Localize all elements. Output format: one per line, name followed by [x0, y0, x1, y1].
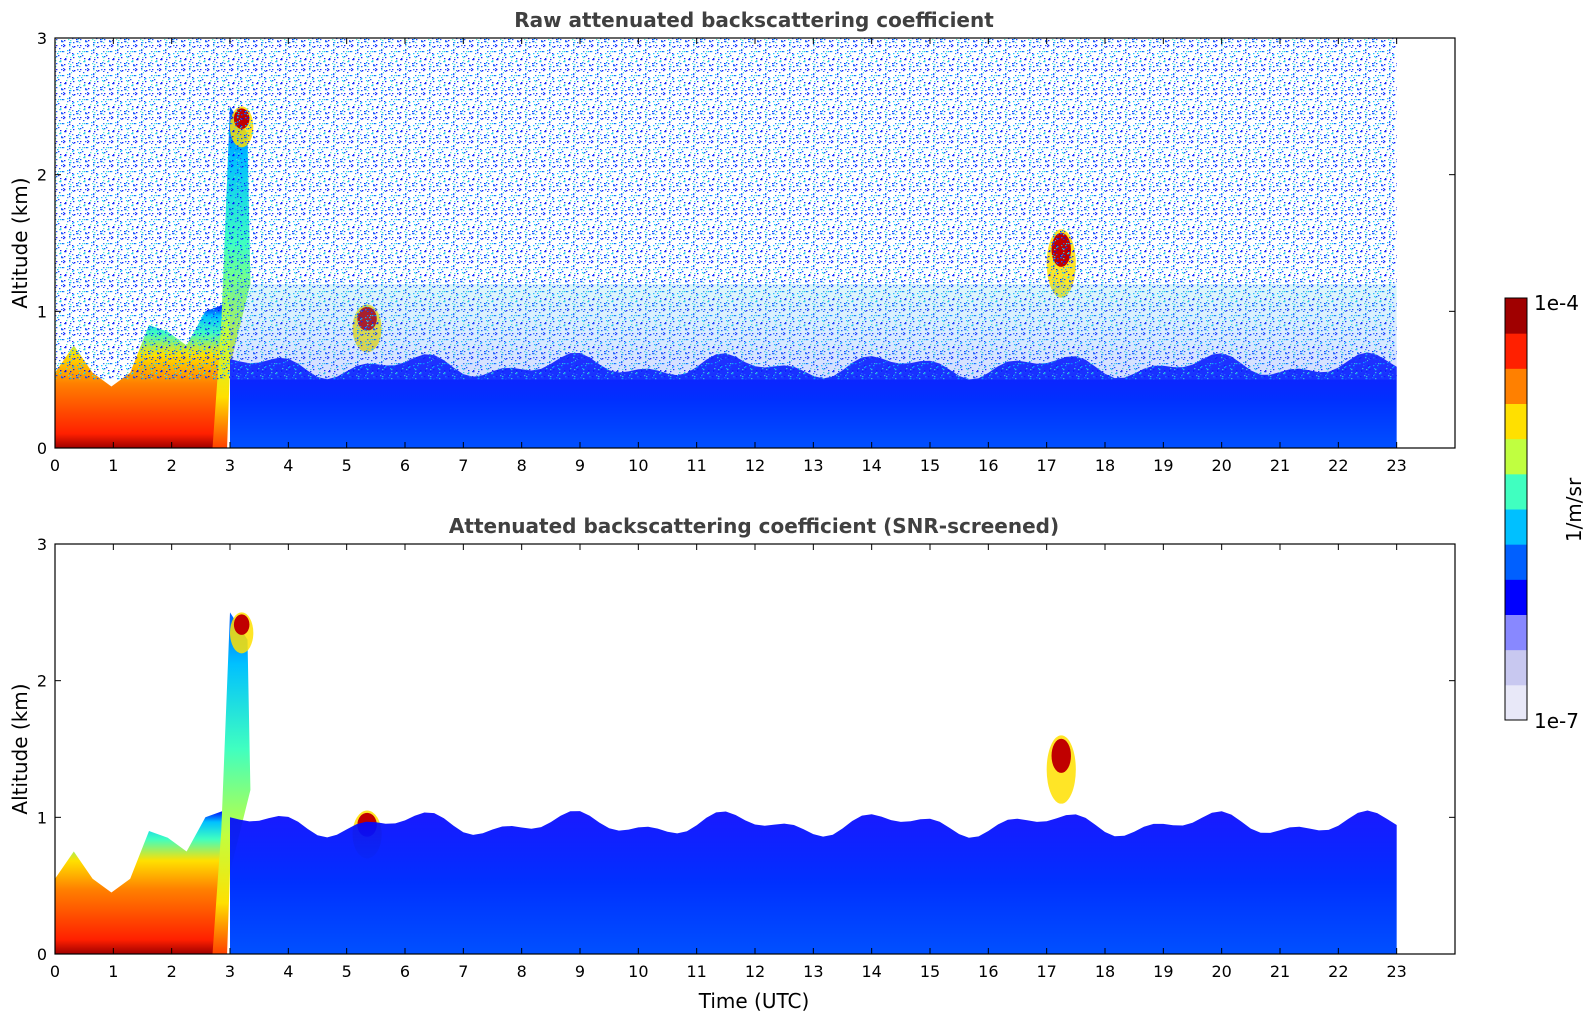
- x-tick-label: 4: [283, 962, 293, 981]
- x-tick-label: 5: [342, 456, 352, 475]
- colorbar-step: [1505, 684, 1527, 721]
- x-tick-label: 1: [108, 456, 118, 475]
- y-tick-label: 1: [37, 302, 47, 321]
- colorbar-step: [1505, 614, 1527, 651]
- x-tick-label: 3: [225, 962, 235, 981]
- x-tick-label: 20: [1211, 456, 1231, 475]
- screened-backscatter-panel: Attenuated backscattering coefficient (S…: [8, 514, 1456, 1013]
- x-tick-label: 9: [575, 962, 585, 981]
- screened-heatmap: [55, 612, 1397, 954]
- raw-backscatter-panel: Raw attenuated backscattering coefficien…: [8, 8, 1456, 475]
- screened-y-axis-label: Altitude (km): [8, 683, 32, 814]
- raw-y-ticks: 0 1 2 3: [37, 29, 1455, 458]
- y-tick-label: 1: [37, 808, 47, 827]
- colorbar-step: [1505, 333, 1527, 369]
- x-tick-label: 18: [1095, 962, 1115, 981]
- x-tick-label: 23: [1386, 962, 1406, 981]
- x-tick-label: 19: [1153, 962, 1173, 981]
- x-tick-label: 16: [978, 456, 998, 475]
- y-tick-label: 2: [37, 672, 47, 691]
- x-tick-label: 20: [1211, 962, 1231, 981]
- raw-panel-title: Raw attenuated backscattering coefficien…: [514, 8, 994, 32]
- x-tick-label: 12: [745, 962, 765, 981]
- x-tick-label: 23: [1386, 456, 1406, 475]
- x-tick-label: 12: [745, 456, 765, 475]
- colorbar: 1e-4 1e-7 1/m/sr: [1504, 291, 1586, 733]
- x-axis-label: Time (UTC): [698, 989, 810, 1013]
- x-tick-label: 22: [1328, 962, 1348, 981]
- x-tick-label: 15: [920, 456, 940, 475]
- raw-heatmap: [55, 38, 1397, 448]
- colorbar-step: [1505, 298, 1527, 334]
- colorbar-min-label: 1e-7: [1534, 709, 1579, 733]
- x-tick-label: 7: [458, 962, 468, 981]
- x-tick-label: 19: [1153, 456, 1173, 475]
- y-tick-label: 2: [37, 166, 47, 185]
- colorbar-scale: [1505, 298, 1527, 721]
- colorbar-frame: [1504, 297, 1528, 721]
- y-tick-label: 3: [37, 535, 47, 554]
- x-tick-label: 0: [50, 456, 60, 475]
- x-tick-label: 13: [803, 456, 823, 475]
- colorbar-max-label: 1e-4: [1534, 291, 1579, 315]
- x-tick-label: 6: [400, 456, 410, 475]
- x-tick-label: 22: [1328, 456, 1348, 475]
- x-tick-label: 0: [50, 962, 60, 981]
- x-tick-label: 14: [861, 456, 881, 475]
- x-tick-label: 18: [1095, 456, 1115, 475]
- x-tick-label: 11: [686, 456, 706, 475]
- colorbar-step: [1505, 649, 1527, 686]
- cloud-core: [233, 614, 250, 635]
- x-tick-label: 21: [1270, 962, 1290, 981]
- x-tick-label: 4: [283, 456, 293, 475]
- screened-x-ticks: 0 1 2 3 4 5 6 7 8 9 10 11 12 13 14 15 16 17 18 19 20 21 22 23: [50, 544, 1407, 981]
- colorbar-step: [1505, 403, 1527, 440]
- screened-panel-title: Attenuated backscattering coefficient (S…: [449, 514, 1059, 538]
- boundary-layer: [55, 810, 225, 954]
- x-tick-label: 7: [458, 456, 468, 475]
- colorbar-step: [1505, 544, 1527, 580]
- x-tick-label: 1: [108, 962, 118, 981]
- x-tick-label: 8: [517, 456, 527, 475]
- raw-x-ticks: 0 1 2 3 4 5 6 7 8 9 10 11 12 13 14 15 16 17 18 19 20 21 22 23: [50, 38, 1407, 475]
- aerosol-layer: [230, 810, 1397, 954]
- x-tick-label: 10: [628, 456, 648, 475]
- x-tick-label: 11: [686, 962, 706, 981]
- x-tick-label: 5: [342, 962, 352, 981]
- x-tick-label: 2: [167, 962, 177, 981]
- x-tick-label: 8: [517, 962, 527, 981]
- x-tick-label: 17: [1036, 962, 1056, 981]
- colorbar-step: [1505, 579, 1527, 615]
- x-tick-label: 10: [628, 962, 648, 981]
- colorbar-step: [1505, 509, 1527, 545]
- colorbar-step: [1505, 438, 1527, 475]
- y-tick-label: 0: [37, 945, 47, 964]
- x-tick-label: 16: [978, 962, 998, 981]
- x-tick-label: 9: [575, 456, 585, 475]
- x-tick-label: 15: [920, 962, 940, 981]
- y-tick-label: 3: [37, 29, 47, 48]
- cloud-core: [1051, 738, 1071, 773]
- x-tick-label: 14: [861, 962, 881, 981]
- y-tick-label: 0: [37, 439, 47, 458]
- x-tick-label: 21: [1270, 456, 1290, 475]
- plume: [212, 612, 251, 954]
- colorbar-step: [1505, 473, 1527, 510]
- x-tick-label: 13: [803, 962, 823, 981]
- x-tick-label: 3: [225, 456, 235, 475]
- x-tick-label: 2: [167, 456, 177, 475]
- x-tick-label: 6: [400, 962, 410, 981]
- colorbar-step: [1505, 368, 1527, 404]
- raw-y-axis-label: Altitude (km): [8, 177, 32, 308]
- background-noise: [230, 284, 1397, 380]
- x-tick-label: 17: [1036, 456, 1056, 475]
- screened-y-ticks: 0 1 2 3: [37, 535, 1455, 964]
- colorbar-unit-label: 1/m/sr: [1562, 477, 1586, 542]
